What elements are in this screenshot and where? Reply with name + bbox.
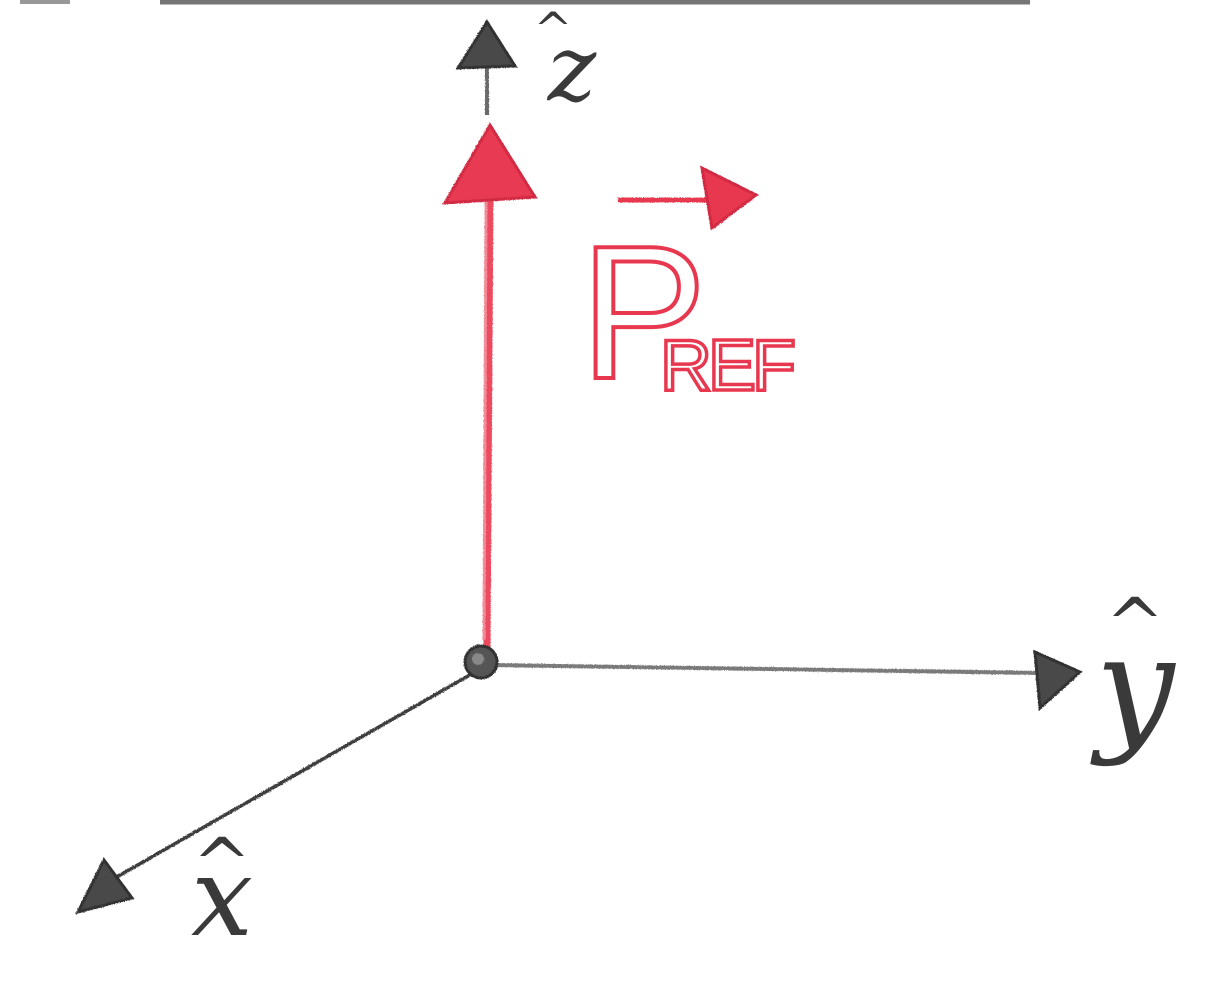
p-ref-label: P REF <box>578 165 800 421</box>
z-axis <box>455 19 518 115</box>
x-axis-line <box>114 670 476 880</box>
p-ref-vector-arrowhead <box>442 122 538 205</box>
y-axis <box>489 649 1083 712</box>
y-axis-hat: ^ <box>1106 583 1165 665</box>
p-ref-vector-shaft-shade <box>482 199 488 641</box>
z-axis-hat: ^ <box>534 2 573 56</box>
origin-dot-highlight <box>472 653 484 665</box>
x-axis-letter: x <box>191 833 253 961</box>
p-ref-over-arrow-head <box>700 165 759 231</box>
p-ref-over-arrow <box>618 165 759 231</box>
p-ref-subscript: REF <box>660 326 794 406</box>
x-axis-label: ^ x <box>191 823 253 961</box>
p-ref-vector <box>442 122 538 651</box>
p-ref-letter: P <box>580 207 707 419</box>
y-axis-label: ^ y <box>1089 583 1176 769</box>
p-ref-vector-shaft <box>483 194 494 651</box>
y-axis-line <box>489 663 1041 675</box>
origin-point <box>463 644 499 680</box>
z-axis-label: ^ z <box>534 2 597 122</box>
z-axis-arrowhead <box>455 19 518 70</box>
z-axis-letter: z <box>547 15 597 122</box>
x-axis-arrowhead <box>75 857 135 915</box>
x-axis <box>75 670 476 915</box>
y-axis-letter: y <box>1089 606 1176 769</box>
x-axis-hat: ^ <box>193 823 252 905</box>
y-axis-arrowhead <box>1033 649 1083 712</box>
